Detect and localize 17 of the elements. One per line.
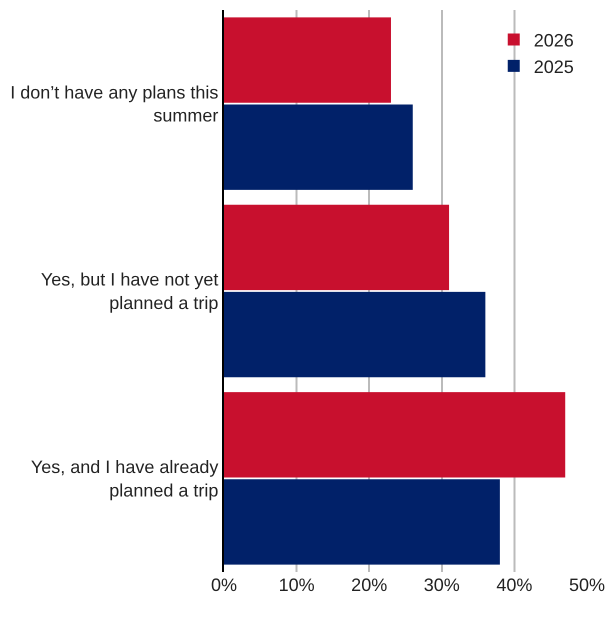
bar [224,392,566,478]
x-tick-label: 20% [351,575,388,595]
legend-label: 2026 [534,30,574,50]
y-tick-label: Yes, but I have not yet planned a trip [40,270,218,313]
legend-label: 2025 [534,56,574,77]
bar [224,17,391,103]
x-tick-label: 50% [568,575,606,595]
x-tick-label: 10% [278,575,315,595]
y-tick-label: Yes, and I have already planned a trip [30,456,218,500]
bar [224,104,413,190]
x-tick-label: 0% [210,575,238,595]
x-tick-label: 30% [424,575,460,595]
bar [224,204,450,290]
y-tick-label: I don’t have any plans this summer [10,82,218,126]
bar [224,292,486,378]
bar [224,479,500,565]
x-tick-label: 40% [496,575,532,595]
